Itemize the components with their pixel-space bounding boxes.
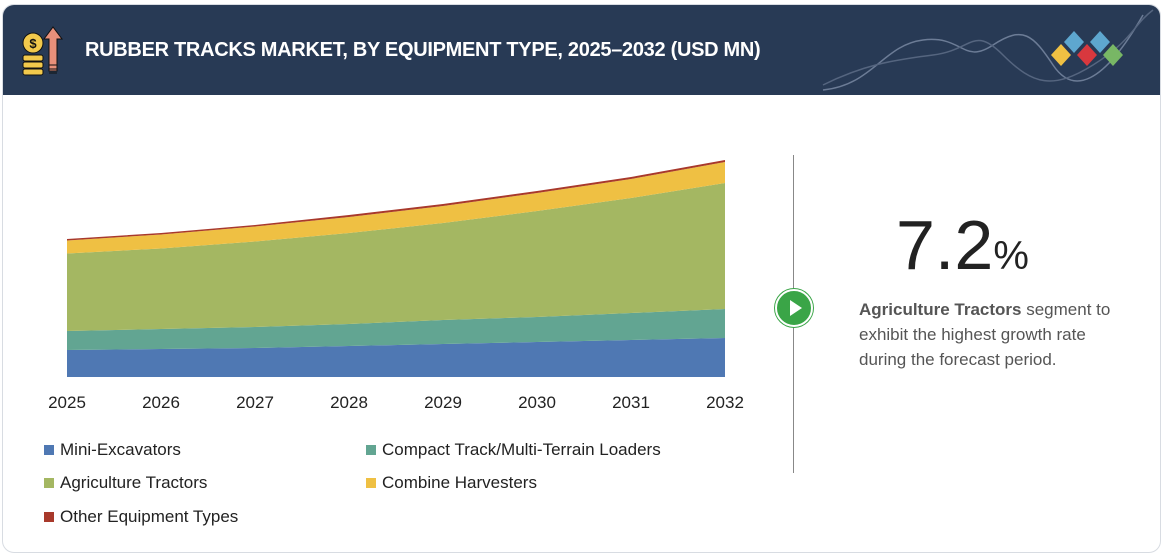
legend-item: Compact Track/Multi-Terrain Loaders [366,440,661,460]
x-tick-label: 2028 [330,393,368,412]
growth-unit: % [993,234,1029,278]
legend-item: Other Equipment Types [44,507,238,527]
area-combine-harvesters [67,162,725,254]
legend-label: Other Equipment Types [60,507,239,526]
growth-rate: 7.2% [896,205,1029,285]
x-tick-label: 2025 [48,393,86,412]
area-mini-excavators [67,338,725,377]
diamond-logo [1051,31,1123,66]
infographic-card: $ RUBBER TRACKS MARKET, BY EQUIPMENT TYP… [2,4,1161,553]
growth-value: 7.2 [896,206,994,284]
x-tick-label: 2032 [706,393,744,412]
legend-item: Agriculture Tractors [44,473,207,493]
highlight-segment: Agriculture Tractors [859,300,1022,319]
legend-swatch [44,445,54,455]
x-tick-label: 2030 [518,393,556,412]
legend-label: Compact Track/Multi-Terrain Loaders [382,440,661,459]
x-tick-label: 2027 [236,393,274,412]
legend-label: Combine Harvesters [382,473,537,492]
x-tick-label: 2026 [142,393,180,412]
header: $ RUBBER TRACKS MARKET, BY EQUIPMENT TYP… [3,5,1160,95]
legend-item: Combine Harvesters [366,473,537,493]
legend-item: Mini-Excavators [44,440,181,460]
legend-swatch [366,445,376,455]
stacked-area-chart [67,160,725,377]
coins-arrow-up-icon: $ [22,26,63,76]
chart-title: RUBBER TRACKS MARKET, BY EQUIPMENT TYPE,… [85,39,761,61]
x-tick-label: 2031 [612,393,650,412]
svg-text:$: $ [29,36,37,51]
x-tick-label: 2029 [424,393,462,412]
highlight-text: segment to exhibit the highest growth ra… [859,300,1111,369]
play-icon [775,289,813,327]
area-compact-track-multi-terrain-loaders [67,309,725,350]
legend-swatch [44,512,54,522]
legend-swatch [366,478,376,488]
legend-label: Agriculture Tractors [60,473,208,492]
legend-label: Mini-Excavators [60,440,181,459]
area-agriculture-tractors [67,183,725,331]
legend-swatch [44,478,54,488]
highlight-description: Agriculture Tractors segment to exhibit … [859,297,1129,372]
